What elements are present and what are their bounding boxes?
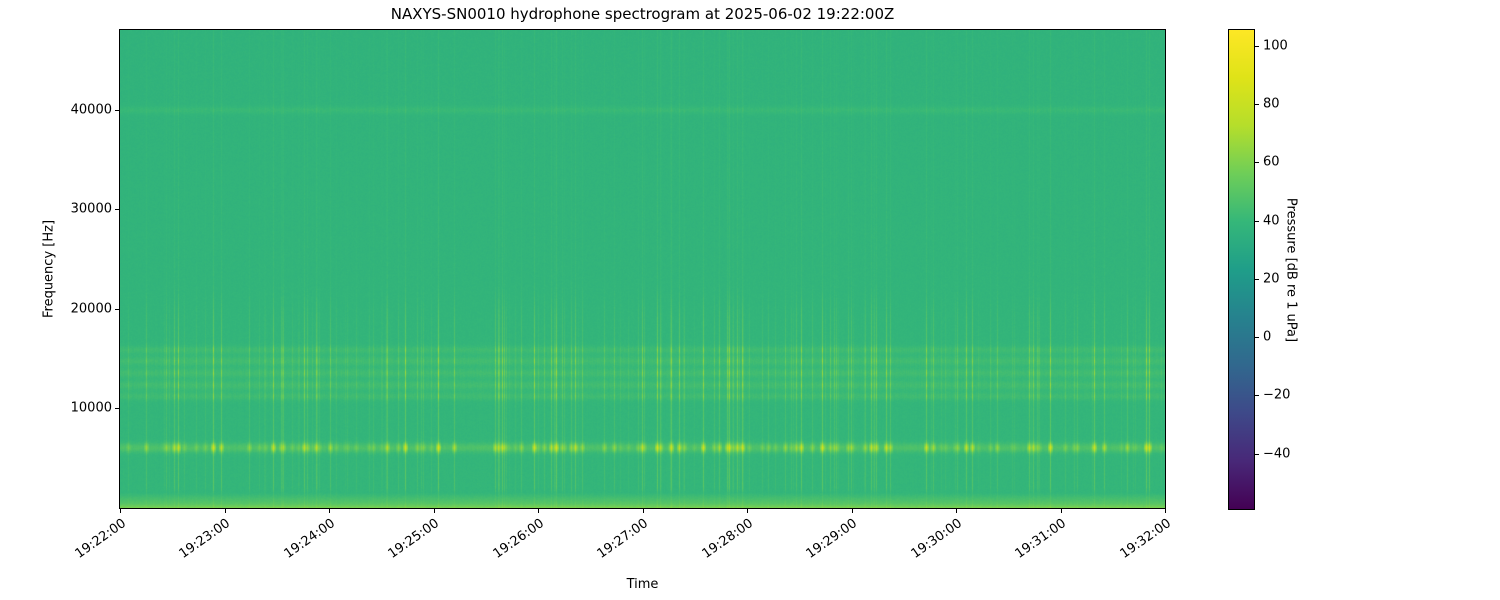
spectrogram-heatmap-canvas [120, 30, 1165, 508]
colorbar-label: Pressure [dB re 1 uPa] [1283, 197, 1299, 343]
x-tick-label-text: 19:32:00 [1117, 516, 1174, 562]
x-tick-mark [956, 509, 957, 513]
y-tick-mark [115, 308, 119, 310]
colorbar-tick-label: 80 [1263, 96, 1280, 112]
colorbar-tick-mark [1255, 453, 1259, 455]
x-tick-mark [433, 509, 435, 513]
x-axis-label: Time [626, 577, 659, 592]
colorbar-tick-mark [1255, 46, 1259, 47]
x-tick-label-text: 19:26:00 [490, 516, 547, 562]
x-tick-label-text: 19:30:00 [908, 516, 965, 562]
colorbar-tick-mark [1255, 278, 1259, 280]
x-tick-label-text: 19:29:00 [803, 516, 861, 562]
x-tick-mark [851, 509, 853, 513]
y-tick-mark [115, 408, 119, 410]
colorbar-tick-mark [1255, 162, 1259, 164]
x-tick-mark [1165, 509, 1166, 513]
x-tick-label-text: 19:22:00 [72, 516, 129, 562]
colorbar-tick-mark [1255, 337, 1259, 339]
plot-title: NAXYS-SN0010 hydrophone spectrogram at 2… [390, 5, 895, 23]
y-tick-label: 20000 [70, 301, 112, 317]
x-tick-mark [329, 509, 330, 513]
y-tick-mark [115, 109, 119, 111]
x-tick-mark [224, 509, 226, 513]
colorbar-tick-mark [1255, 220, 1259, 222]
colorbar-tick-label: −40 [1263, 446, 1291, 462]
colorbar [1228, 29, 1255, 510]
plot-area [119, 29, 1166, 509]
y-tick-label: 10000 [70, 400, 112, 416]
x-tick-label-text: 19:25:00 [385, 516, 443, 562]
colorbar-tick-label: 0 [1263, 329, 1272, 345]
y-tick-label: 30000 [70, 201, 112, 217]
colorbar-tick-mark [1255, 104, 1259, 106]
y-axis-label: Frequency [Hz] [41, 219, 57, 319]
y-tick-mark [115, 209, 119, 211]
colorbar-tick-mark [1255, 395, 1259, 397]
x-tick-mark [642, 509, 644, 513]
x-tick-label-text: 19:23:00 [176, 516, 234, 562]
x-tick-mark [1060, 509, 1062, 513]
x-tick-label-text: 19:31:00 [1012, 516, 1070, 562]
colorbar-tick-label: 60 [1263, 154, 1280, 170]
x-tick-label-text: 19:27:00 [594, 516, 652, 562]
x-tick-label-text: 19:28:00 [699, 516, 756, 562]
colorbar-tick-label: 40 [1263, 213, 1280, 229]
x-tick-mark [538, 509, 539, 513]
y-tick-label: 40000 [70, 102, 112, 118]
x-tick-mark [747, 509, 748, 513]
colorbar-tick-label: 100 [1263, 38, 1288, 54]
x-tick-mark [120, 509, 121, 513]
colorbar-tick-label: −20 [1263, 387, 1291, 403]
x-tick-label-text: 19:24:00 [281, 516, 338, 562]
colorbar-tick-label: 20 [1263, 271, 1280, 287]
